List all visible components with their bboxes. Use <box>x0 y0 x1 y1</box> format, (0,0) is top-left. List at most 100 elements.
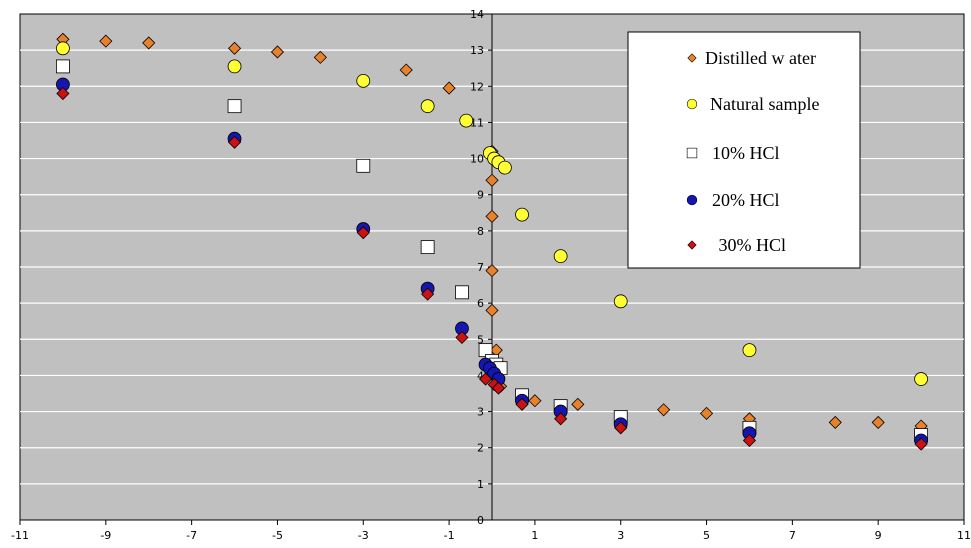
y-tick-label: 4 <box>477 369 484 382</box>
data-point <box>742 343 757 358</box>
data-point <box>459 113 474 128</box>
x-tick-label: 5 <box>703 529 710 542</box>
legend-item-natural-sample: Natural sample <box>686 94 819 114</box>
data-point <box>553 249 568 264</box>
data-point <box>356 73 371 88</box>
legend-label-30-hcl: 30% HCl <box>714 235 786 255</box>
legend-item-20-hcl: 20% HCl <box>686 190 780 210</box>
data-point <box>657 403 671 417</box>
legend-marker-shape <box>686 98 698 110</box>
data-point <box>485 173 499 187</box>
data-point <box>742 433 757 448</box>
x-tick-label: 9 <box>875 529 882 542</box>
data-point <box>227 41 242 55</box>
data-point <box>485 264 499 278</box>
data-point <box>313 50 327 64</box>
data-point <box>56 59 70 74</box>
data-point <box>914 372 928 386</box>
data-point <box>828 415 842 429</box>
legend-marker-natural-sample <box>686 98 698 110</box>
data-point <box>914 437 928 451</box>
data-point <box>497 160 512 175</box>
x-tick-label: 7 <box>789 529 796 542</box>
y-tick-label: 10 <box>470 153 484 166</box>
data-point <box>515 397 529 411</box>
data-point <box>442 81 456 95</box>
series-1 <box>56 41 928 386</box>
legend-marker-10-hcl <box>686 147 698 159</box>
legend-marker-20-hcl <box>686 194 698 206</box>
data-point <box>528 394 542 408</box>
legend: Distilled w ater Natural sample 10% HCl … <box>627 31 861 269</box>
y-tick-label: 13 <box>470 44 484 57</box>
data-point <box>56 86 70 101</box>
legend-item-30-hcl: 30% HCl <box>687 235 786 255</box>
legend-marker-shape <box>686 147 698 159</box>
y-tick-label: 5 <box>477 333 484 346</box>
x-tick-label: -5 <box>272 529 283 542</box>
data-point <box>420 240 435 255</box>
data-point <box>515 207 529 222</box>
x-tick-label: -3 <box>358 529 369 542</box>
y-tick-label: 3 <box>477 406 484 419</box>
legend-marker-shape <box>686 194 698 206</box>
legend-label-natural-sample: Natural sample <box>710 94 819 114</box>
legend-marker-30-hcl <box>687 240 697 250</box>
x-tick-label: 11 <box>957 529 971 542</box>
legend-symbol <box>686 194 698 206</box>
series-2 <box>56 59 928 442</box>
y-tick-label: 12 <box>470 80 484 93</box>
y-tick-label: 11 <box>470 116 484 129</box>
legend-item-10-hcl: 10% HCl <box>686 143 780 163</box>
y-tick-label: 14 <box>470 8 484 21</box>
data-point <box>485 209 499 223</box>
data-point <box>613 294 628 309</box>
data-point <box>99 34 113 48</box>
x-axis-ticks: -11 -9 -7 -5 -3 -1 1 3 5 7 9 11 <box>11 520 971 542</box>
x-tick-label: -7 <box>186 529 197 542</box>
data-point <box>699 406 714 420</box>
data-point <box>56 41 70 56</box>
y-tick-label: 1 <box>477 478 484 491</box>
legend-symbol <box>687 53 697 63</box>
x-tick-label: -9 <box>100 529 111 542</box>
y-tick-label: 2 <box>477 442 484 455</box>
y-tick-label: 6 <box>477 297 484 310</box>
data-point <box>142 36 156 50</box>
y-tick-label: 0 <box>477 514 484 527</box>
data-point <box>227 59 242 74</box>
legend-box <box>627 31 861 269</box>
data-point <box>356 158 371 173</box>
data-point <box>571 397 585 411</box>
data-point <box>399 63 413 77</box>
legend-marker-shape <box>687 53 697 63</box>
legend-label-10-hcl: 10% HCl <box>712 143 780 163</box>
x-tick-label: -1 <box>444 529 455 542</box>
data-point <box>420 99 435 114</box>
data-point <box>227 99 242 114</box>
data-points <box>56 32 928 451</box>
data-point <box>227 135 242 149</box>
y-tick-label: 8 <box>477 225 484 238</box>
x-tick-label: 3 <box>617 529 624 542</box>
legend-item-distilled-water: Distilled w ater <box>687 48 816 68</box>
data-point <box>421 287 435 301</box>
legend-symbol <box>686 147 698 159</box>
data-point <box>554 412 568 426</box>
legend-label-20-hcl: 20% HCl <box>712 190 780 210</box>
y-tick-label: 7 <box>477 261 484 274</box>
legend-symbol <box>686 98 698 110</box>
data-point <box>871 415 885 429</box>
legend-symbol <box>687 240 697 250</box>
data-point <box>491 381 506 395</box>
legend-marker-shape <box>687 240 697 250</box>
legend-marker-distilled-water <box>687 53 697 63</box>
data-point <box>485 303 499 317</box>
y-tick-label: 9 <box>477 189 484 202</box>
data-point <box>478 372 493 386</box>
data-point <box>356 226 370 240</box>
data-point <box>614 421 628 435</box>
